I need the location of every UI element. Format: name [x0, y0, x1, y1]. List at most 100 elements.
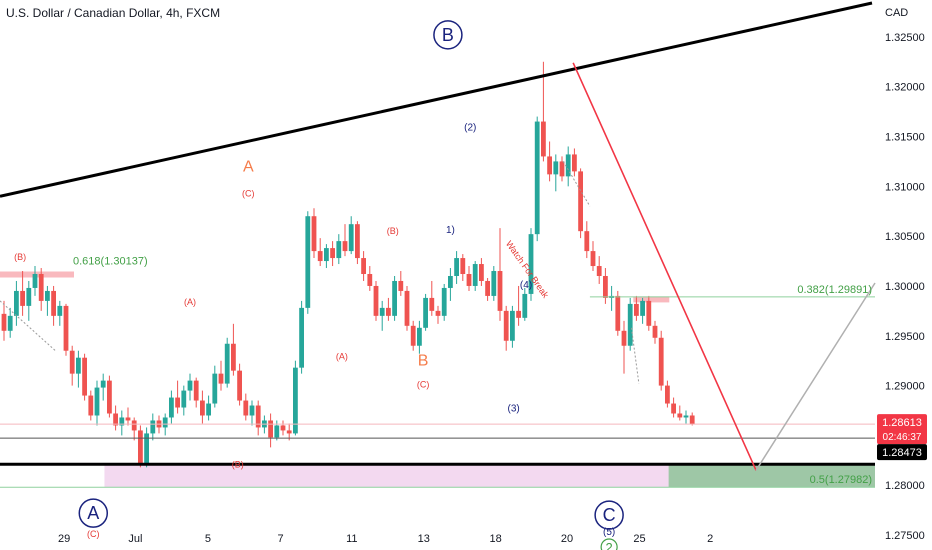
candle-body: [516, 310, 521, 318]
candle-body: [14, 290, 19, 316]
wave-label: (B): [387, 226, 399, 236]
y-tick-label: 1.31500: [885, 132, 925, 144]
candle: [243, 393, 249, 421]
candle-body: [528, 234, 534, 294]
y-tick-label: 1.27500: [885, 530, 925, 542]
candle: [218, 360, 224, 391]
candles: [1, 61, 695, 468]
x-tick-label: 29: [58, 533, 70, 545]
candle: [671, 397, 676, 418]
candle: [503, 305, 509, 351]
y-tick-label: 1.28000: [885, 480, 925, 492]
candle-body: [57, 305, 63, 316]
candle-body: [280, 425, 286, 431]
candle-body: [237, 370, 242, 401]
candle: [255, 400, 261, 436]
candle-body: [417, 327, 422, 346]
candle-body: [367, 274, 373, 286]
candle: [466, 266, 472, 291]
candle: [224, 337, 230, 388]
candle-body: [472, 264, 478, 286]
candle: [274, 420, 280, 441]
candle: [541, 61, 546, 162]
candle: [125, 407, 131, 426]
wave-green-circle: [600, 538, 618, 550]
candle-body: [336, 241, 342, 259]
candle-body: [286, 430, 292, 434]
candle-body: [26, 287, 32, 306]
candle-body: [572, 154, 577, 172]
dotted-guide-mid: [562, 161, 591, 207]
candle: [634, 295, 639, 321]
candle: [57, 300, 63, 326]
candle-body: [485, 280, 490, 296]
candle: [14, 280, 19, 326]
candle: [652, 320, 658, 344]
candle-body: [144, 433, 149, 464]
candle: [689, 412, 695, 426]
candle: [559, 156, 565, 182]
candle-body: [125, 417, 131, 421]
wave-label: 1): [446, 225, 455, 236]
wave-label: (C): [242, 188, 255, 198]
last-price-tag: 1.28613 02:46:37: [877, 414, 927, 445]
candle: [596, 256, 602, 284]
candle: [26, 280, 32, 321]
y-tick-label: 1.29000: [885, 381, 925, 393]
x-tick-label: Jul: [128, 533, 142, 545]
candle: [330, 241, 335, 267]
level-price-tag: 1.28473: [877, 444, 927, 461]
candle: [510, 305, 515, 348]
candle: [286, 423, 292, 441]
wave-label: (B): [232, 459, 244, 469]
candle-body: [640, 300, 645, 316]
candle: [342, 224, 348, 257]
candle: [305, 211, 311, 314]
candle: [565, 146, 571, 187]
candle-body: [311, 216, 317, 252]
candle: [553, 154, 559, 192]
candle-body: [169, 397, 174, 418]
candle: [212, 365, 218, 408]
candle-body: [441, 287, 447, 316]
candle: [131, 417, 137, 441]
candle: [113, 405, 118, 431]
candle: [584, 221, 590, 259]
candle-body: [305, 216, 311, 308]
wave-label: A: [243, 158, 254, 175]
candle-body: [249, 405, 255, 416]
candle: [435, 305, 441, 324]
y-tick-label: 1.31000: [885, 181, 925, 193]
candle: [119, 410, 125, 436]
x-tick-label: 20: [561, 533, 573, 545]
candle-body: [32, 274, 38, 288]
candle: [169, 390, 174, 424]
candle: [268, 413, 273, 448]
candle-body: [113, 413, 118, 426]
candle-body: [361, 258, 366, 275]
wave-label: (4): [520, 280, 532, 291]
dotted-guide-right: [630, 327, 640, 384]
candle: [249, 400, 255, 426]
fib-label: 0.618(1.30137): [73, 255, 148, 267]
candle-body: [7, 315, 13, 331]
candle-body: [107, 380, 112, 414]
candle-body: [51, 290, 56, 316]
candle-body: [82, 357, 87, 396]
candle: [181, 385, 187, 416]
candle: [485, 277, 490, 301]
candle-body: [677, 413, 683, 418]
candle: [547, 141, 552, 182]
candle-body: [683, 415, 689, 418]
chart-title: U.S. Dollar / Canadian Dollar, 4h, FXCM: [6, 6, 221, 20]
currency-label: CAD: [885, 7, 908, 19]
candle-body: [187, 380, 193, 391]
candle: [603, 268, 608, 304]
candle-body: [138, 430, 143, 464]
candle-body: [355, 224, 360, 259]
candle: [138, 425, 143, 468]
candle: [311, 208, 317, 259]
candle-body: [658, 337, 664, 386]
candle: [38, 268, 44, 311]
